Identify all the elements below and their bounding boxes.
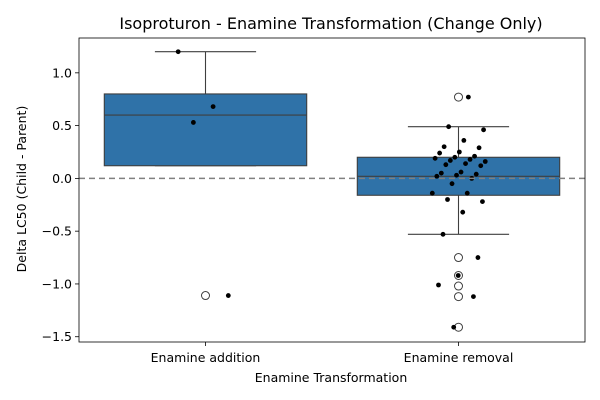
data-point (437, 150, 443, 156)
data-point (225, 293, 231, 298)
y-tick-label: −1.0 (42, 276, 72, 291)
y-axis-label: Delta LC50 (Child - Parent) (14, 106, 29, 273)
data-point (175, 49, 181, 55)
outlier-marker (454, 92, 463, 102)
data-point (446, 124, 452, 130)
data-point (434, 173, 440, 179)
x-tick-label: Enamine addition (151, 350, 261, 365)
outlier-marker (454, 292, 463, 302)
data-point (464, 190, 470, 196)
data-point (452, 154, 458, 160)
data-point (451, 324, 457, 330)
plot-area: −1.5 −1.0 −0.5 0.0 0.5 1.0 Enamine addition Ena… (42, 37, 586, 365)
data-point (460, 209, 466, 215)
y-tick-label: 0.0 (52, 171, 72, 186)
data-point (480, 199, 485, 205)
y-tick-label: 1.0 (52, 65, 72, 80)
data-point (467, 156, 473, 162)
plot-frame (78, 37, 586, 343)
data-point (472, 153, 477, 159)
data-point (438, 170, 444, 176)
data-point (436, 282, 441, 288)
data-point (443, 162, 449, 168)
data-point (432, 155, 438, 161)
box-iqr (103, 93, 308, 167)
y-tick-label: −1.5 (42, 329, 72, 344)
data-point (449, 181, 455, 187)
data-point (445, 197, 450, 202)
data-point (478, 163, 484, 169)
outlier-marker (454, 253, 463, 263)
data-point (441, 144, 447, 150)
x-tick-label: Enamine removal (404, 350, 514, 365)
data-point (465, 94, 471, 100)
data-point (471, 294, 476, 300)
data-point (440, 231, 446, 237)
data-point (463, 161, 468, 167)
x-axis-label: Enamine Transformation (255, 370, 408, 385)
data-point (210, 104, 216, 110)
outlier-marker (454, 271, 463, 280)
data-point (190, 120, 196, 125)
data-point (447, 158, 453, 163)
data-point (429, 190, 435, 196)
data-point (476, 145, 482, 151)
data-point (455, 273, 461, 278)
data-point (481, 127, 486, 133)
data-point (454, 172, 459, 178)
data-point (473, 171, 479, 177)
data-point (458, 169, 464, 175)
outlier-marker (454, 281, 463, 291)
y-tick-label: −0.5 (42, 224, 72, 239)
data-point (482, 159, 488, 164)
y-tick-label: 0.5 (52, 118, 72, 133)
outlier-marker (201, 291, 210, 301)
data-point (456, 149, 462, 155)
chart-title: Isoproturon - Enamine Transformation (Ch… (119, 14, 542, 33)
data-point (475, 255, 481, 260)
data-point (461, 137, 467, 143)
